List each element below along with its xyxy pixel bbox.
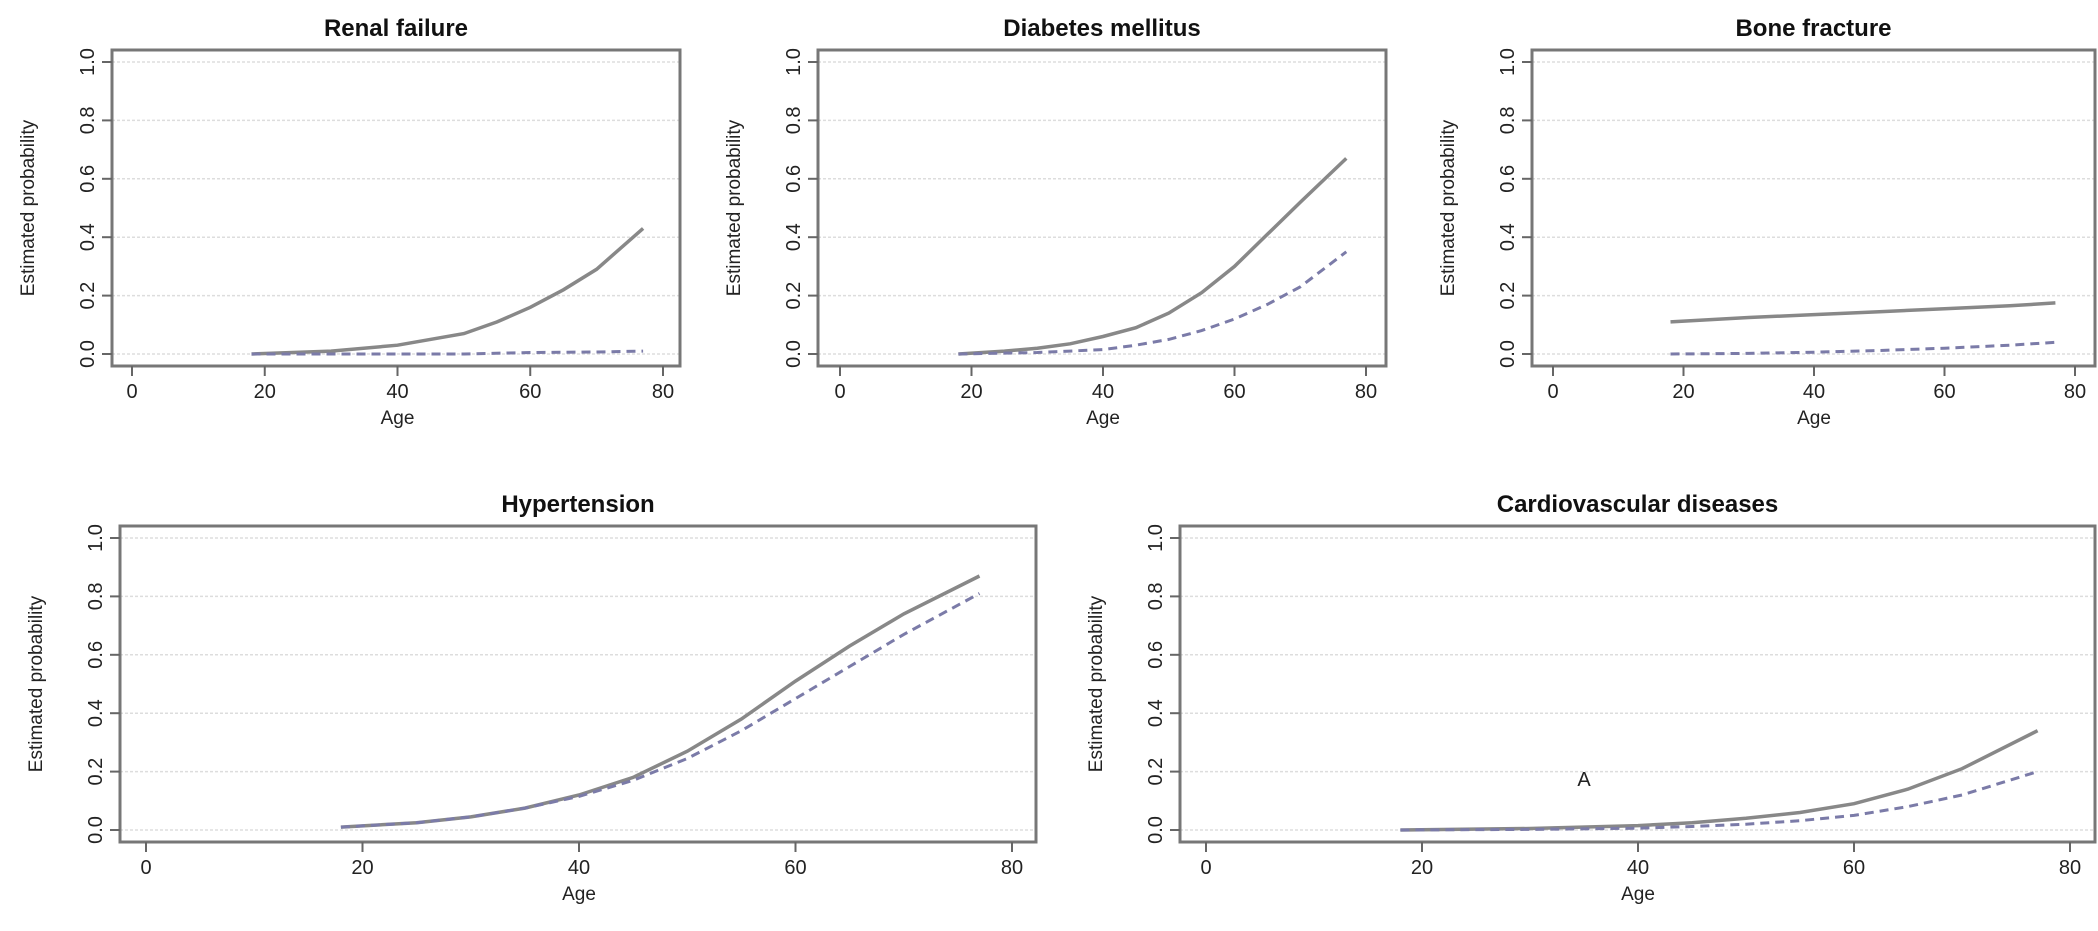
- series-line-dashed: [251, 349, 644, 356]
- y-tick-label: 1.0: [77, 48, 99, 76]
- x-axis-label: Age: [1621, 884, 1655, 905]
- x-axis-label: Age: [562, 884, 596, 905]
- panel-bone-fracture: Bone fracture 0 20 40 60 80 0.0 0.2 0.4 0.6 0.8 1.0…: [1438, 15, 2097, 429]
- y-tick-label: 0.0: [85, 816, 107, 844]
- x-tick-label: 80: [2064, 381, 2086, 403]
- y-tick-label: 0.2: [1497, 282, 1519, 310]
- series-line-solid: [1670, 301, 2056, 324]
- x-axis-label: Age: [381, 408, 415, 429]
- x-tick-label: 80: [652, 381, 674, 403]
- y-axis-label: Estimated probability: [1086, 595, 1107, 772]
- y-tick-label: 0.0: [783, 340, 805, 368]
- y-tick-label: 0.0: [77, 340, 99, 368]
- series-line-dashed: [1400, 770, 2039, 832]
- x-tick-label: 60: [1843, 857, 1865, 879]
- y-tick-label: 0.6: [783, 165, 805, 193]
- y-tick-label: 0.4: [77, 223, 99, 251]
- y-tick-label: 0.2: [1145, 758, 1167, 786]
- x-axis-label: Age: [1797, 408, 1831, 429]
- y-tick-label: 0.4: [1497, 223, 1519, 251]
- x-tick-label: 0: [126, 381, 137, 403]
- y-axis-label: Estimated probability: [724, 119, 745, 296]
- x-tick-label: 20: [1411, 857, 1433, 879]
- y-axis-label: Estimated probability: [26, 595, 47, 772]
- y-tick-label: 0.0: [1497, 340, 1519, 368]
- x-tick-label: 0: [1547, 381, 1558, 403]
- x-tick-label: 60: [784, 857, 806, 879]
- y-tick-label: 0.6: [85, 641, 107, 669]
- y-tick-label: 1.0: [85, 524, 107, 552]
- panel-hypertension: Hypertension 0 20 40 60 80 0.0 0.2 0.4 0.6 0.8 1.0 A…: [26, 491, 1038, 905]
- x-tick-label: 60: [1933, 381, 1955, 403]
- panel-renal-failure: Renal failure 0 20 40 60 80 0.0 0.2 0.4 0.6 0.8 1.0…: [18, 15, 682, 429]
- y-tick-label: 0.8: [77, 106, 99, 134]
- x-tick-label: 20: [1672, 381, 1694, 403]
- x-tick-label: 0: [1200, 857, 1211, 879]
- chart-title: Diabetes mellitus: [1003, 15, 1200, 42]
- x-tick-label: 0: [834, 381, 845, 403]
- series-line-solid: [251, 227, 645, 356]
- x-tick-label: 20: [960, 381, 982, 403]
- y-tick-label: 0.0: [1145, 816, 1167, 844]
- chart-title: Hypertension: [501, 491, 654, 518]
- annotation-label: A: [1577, 769, 1591, 791]
- y-tick-label: 0.4: [1145, 699, 1167, 727]
- x-tick-label: 20: [351, 857, 373, 879]
- x-axis-label: Age: [1086, 408, 1120, 429]
- y-tick-label: 0.2: [85, 758, 107, 786]
- plot-frame: [1530, 48, 2097, 368]
- series-line-solid: [958, 157, 1348, 356]
- y-tick-label: 0.8: [1145, 582, 1167, 610]
- x-tick-label: 40: [1627, 857, 1649, 879]
- series-line-dashed: [340, 592, 981, 829]
- x-tick-label: 60: [1223, 381, 1245, 403]
- x-tick-label: 80: [2059, 857, 2081, 879]
- chart-title: Renal failure: [324, 15, 468, 42]
- chart-title: Cardiovascular diseases: [1497, 491, 1779, 518]
- x-tick-label: 80: [1001, 857, 1023, 879]
- chart-title: Bone fracture: [1735, 15, 1891, 42]
- y-tick-label: 0.2: [783, 282, 805, 310]
- x-tick-label: 0: [140, 857, 151, 879]
- series-line-solid: [1400, 729, 2039, 832]
- y-tick-label: 0.4: [783, 223, 805, 251]
- y-tick-label: 0.8: [85, 582, 107, 610]
- x-tick-label: 20: [254, 381, 276, 403]
- y-tick-label: 0.6: [1497, 165, 1519, 193]
- y-tick-label: 0.8: [783, 106, 805, 134]
- x-tick-label: 40: [386, 381, 408, 403]
- y-tick-label: 1.0: [1145, 524, 1167, 552]
- y-tick-label: 0.2: [77, 282, 99, 310]
- series-line-dashed: [1670, 340, 2056, 356]
- panel-cardiovascular-diseases: Cardiovascular diseases 0 20 40 60 80 0.0 0.2 0.…: [1086, 491, 2097, 905]
- x-tick-label: 40: [1092, 381, 1114, 403]
- plot-frame: [816, 48, 1388, 368]
- series-line-solid: [340, 574, 981, 829]
- y-axis-label: Estimated probability: [1438, 119, 1459, 296]
- x-tick-label: 40: [568, 857, 590, 879]
- series-line-dashed: [958, 250, 1348, 356]
- y-tick-label: 0.6: [1145, 641, 1167, 669]
- y-tick-label: 0.8: [1497, 106, 1519, 134]
- y-tick-label: 0.4: [85, 699, 107, 727]
- y-tick-label: 0.6: [77, 165, 99, 193]
- y-tick-label: 1.0: [783, 48, 805, 76]
- x-tick-label: 80: [1355, 381, 1377, 403]
- x-tick-label: 60: [519, 381, 541, 403]
- plot-frame: [110, 48, 682, 368]
- y-tick-label: 1.0: [1497, 48, 1519, 76]
- x-tick-label: 40: [1803, 381, 1825, 403]
- y-axis-label: Estimated probability: [18, 119, 39, 296]
- panel-diabetes-mellitus: Diabetes mellitus 0 20 40 60 80 0.0 0.2 0.4 0.6 0.…: [724, 15, 1388, 429]
